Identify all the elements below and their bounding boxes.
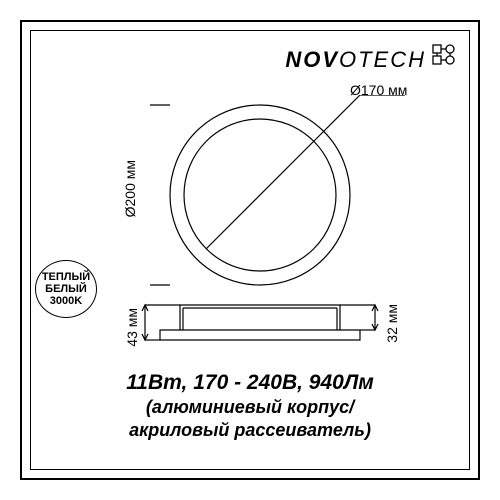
- logo-icon: [430, 42, 460, 77]
- badge-line2: БЕЛЫЙ: [45, 283, 87, 295]
- badge-line1: ТЕПЛЫЙ: [42, 271, 90, 283]
- spec-line1: 11Вт, 170 - 240В, 940Лм: [80, 370, 420, 396]
- height-label: 43 мм: [124, 308, 140, 347]
- logo-text: NOVOTECH: [285, 47, 426, 73]
- side-view: [140, 300, 400, 365]
- spec-line2: (алюминиевый корпус/: [80, 396, 420, 419]
- inset-label: 32 мм: [384, 304, 400, 343]
- badge-line3: 3000K: [50, 295, 82, 307]
- logo-bold: NOV: [285, 47, 339, 72]
- top-view: [150, 95, 410, 300]
- outer-diameter-label: Ø200 мм: [122, 160, 138, 217]
- brand-logo: NOVOTECH: [285, 42, 460, 77]
- logo-light: OTECH: [339, 47, 426, 72]
- inner-diameter-label: Ø170 мм: [350, 82, 407, 98]
- spec-line3: акриловый рассеиватель): [80, 419, 420, 442]
- color-temp-badge: ТЕПЛЫЙ БЕЛЫЙ 3000K: [35, 260, 97, 318]
- spec-text: 11Вт, 170 - 240В, 940Лм (алюминиевый кор…: [80, 370, 420, 441]
